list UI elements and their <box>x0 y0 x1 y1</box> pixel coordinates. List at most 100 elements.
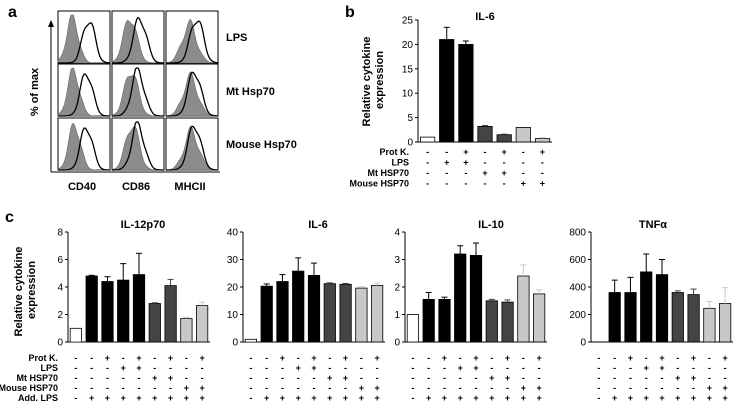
chart-title-c-il10: IL-10 <box>478 219 504 231</box>
chart-title-c-il12p70: IL-12p70 <box>121 219 166 231</box>
bar-b-il6-5 <box>515 127 531 143</box>
y-tick-label-c-tnfa: 600 <box>569 255 586 266</box>
condition-sign-c-3-3-3: - <box>645 383 648 393</box>
condition-sign-c-3-1-6: - <box>692 363 695 373</box>
condition-sign-c-0-2-3: - <box>122 373 125 383</box>
y-tick-label-c-il10: 2 <box>394 283 400 294</box>
condition-sign-c-2-1-3: + <box>458 363 463 373</box>
condition-sign-c-0-3-1: - <box>90 383 93 393</box>
histogram-sample-line <box>166 20 219 64</box>
histogram-control-fill <box>165 19 218 64</box>
condition-sign-c-2-0-7: - <box>522 353 525 363</box>
bar-c-tnfa-3 <box>640 271 653 343</box>
condition-sign-c-2-2-2: - <box>443 373 446 383</box>
condition-sign-c-1-2-0: - <box>249 373 252 383</box>
condition-sign-b-0-5: - <box>522 147 525 157</box>
condition-sign-c-1-2-5: + <box>327 373 332 383</box>
y-tick-label-b-il6: 15 <box>402 64 414 75</box>
condition-sign-c-3-3-1: - <box>613 383 616 393</box>
condition-sign-c-1-3-0: - <box>249 383 252 393</box>
y-tick-label-c-tnfa: 400 <box>569 283 586 294</box>
histogram-control-fill <box>57 123 110 171</box>
condition-sign-c-2-0-0: - <box>411 353 414 363</box>
bars-c-il12p70 <box>69 252 209 343</box>
bar-c-tnfa-2 <box>624 292 637 343</box>
y-tick-label-b-il6: 0 <box>407 138 413 149</box>
bar-b-il6-0 <box>419 136 436 143</box>
condition-label-c-3: Mouse HSP70 <box>0 383 58 393</box>
histogram-cell-r1-c0 <box>57 63 111 117</box>
histogram-cell-r1-c2 <box>165 63 219 117</box>
histogram-sample-line <box>58 127 110 171</box>
condition-sign-c-2-0-8: + <box>536 353 541 363</box>
panel-c-ylabel-line2: expression <box>26 261 38 319</box>
condition-sign-c-1-3-7: + <box>359 383 364 393</box>
histogram-cell-r0-c2 <box>165 10 219 64</box>
condition-sign-c-2-2-3: - <box>459 373 462 383</box>
condition-sign-c-0-4-6: + <box>168 393 173 403</box>
histogram-sample-line <box>112 67 164 117</box>
condition-sign-c-0-3-6: - <box>169 383 172 393</box>
panel-b-title: IL-6 <box>475 11 495 23</box>
y-tick-label-c-il6: 20 <box>227 283 239 294</box>
condition-sign-c-3-0-6: + <box>691 353 696 363</box>
condition-sign-c-2-0-2: + <box>442 353 447 363</box>
condition-sign-c-3-4-0: - <box>597 393 600 403</box>
condition-sign-c-1-0-2: + <box>280 353 285 363</box>
condition-sign-c-0-0-7: - <box>185 353 188 363</box>
condition-sign-c-1-3-5: - <box>328 383 331 393</box>
condition-sign-c-3-3-8: + <box>722 383 727 393</box>
condition-sign-b-1-6: - <box>541 158 544 168</box>
condition-sign-c-0-4-0: - <box>74 393 77 403</box>
condition-sign-c-2-4-8: + <box>536 393 541 403</box>
condition-sign-c-1-1-6: - <box>344 363 347 373</box>
histogram-sample-line <box>58 22 111 64</box>
condition-sign-c-3-0-4: + <box>659 353 664 363</box>
condition-sign-c-1-0-5: - <box>328 353 331 363</box>
condition-sign-c-2-3-7: + <box>521 383 526 393</box>
condition-sign-c-1-4-2: + <box>280 393 285 403</box>
condition-sign-c-2-3-8: + <box>536 383 541 393</box>
condition-sign-b-0-6: + <box>540 147 545 157</box>
condition-sign-b-2-6: - <box>541 168 544 178</box>
condition-sign-c-3-3-7: + <box>707 383 712 393</box>
y-tick-label-c-il6: 40 <box>227 228 239 239</box>
condition-sign-c-1-3-8: + <box>374 383 379 393</box>
condition-sign-c-2-4-4: + <box>473 393 478 403</box>
bar-b-il6-2 <box>458 44 474 143</box>
condition-sign-c-1-0-7: - <box>360 353 363 363</box>
bar-b-il6-6 <box>534 138 551 143</box>
condition-sign-c-0-0-2: + <box>105 353 110 363</box>
condition-sign-c-2-4-3: + <box>458 393 463 403</box>
condition-sign-c-1-1-0: - <box>249 363 252 373</box>
condition-sign-c-0-2-0: - <box>74 373 77 383</box>
row-label-lps: LPS <box>226 32 247 44</box>
bar-c-tnfa-7 <box>703 307 716 343</box>
condition-sign-c-3-3-0: - <box>597 383 600 393</box>
bar-c-il12p70-3 <box>117 279 130 343</box>
condition-sign-c-0-4-1: + <box>89 393 94 403</box>
col-label-cd40: CD40 <box>68 181 96 193</box>
condition-sign-b-1-4: - <box>503 158 506 168</box>
bar-c-il10-6 <box>501 301 514 343</box>
bar-c-il10-8 <box>533 293 546 343</box>
condition-label-c-1: LPS <box>40 363 58 373</box>
condition-sign-c-1-4-4: + <box>311 393 316 403</box>
condition-label-b-2: Mt HSP70 <box>367 168 409 178</box>
histogram-sample-line <box>166 71 219 117</box>
condition-sign-b-2-1: - <box>445 168 448 178</box>
condition-sign-b-3-1: - <box>445 179 448 189</box>
condition-sign-c-0-3-0: - <box>74 383 77 393</box>
condition-sign-b-1-1: + <box>444 158 449 168</box>
condition-sign-b-2-3: + <box>482 168 487 178</box>
panel-b-il6-chart: Relative cytokine expression IL-6 0 5 10 15… <box>349 11 552 189</box>
condition-sign-c-0-4-7: + <box>184 393 189 403</box>
condition-sign-c-1-0-4: + <box>311 353 316 363</box>
bar-c-tnfa-1 <box>608 292 621 343</box>
chart-c-il6: IL-6 0 10 20 30 40 <box>227 219 385 349</box>
condition-sign-c-1-2-8: - <box>376 373 379 383</box>
condition-sign-c-3-4-6: + <box>691 393 696 403</box>
y-tick-label-c-il10: 1 <box>394 310 400 321</box>
condition-sign-c-0-0-4: + <box>136 353 141 363</box>
condition-sign-c-1-0-3: - <box>297 353 300 363</box>
